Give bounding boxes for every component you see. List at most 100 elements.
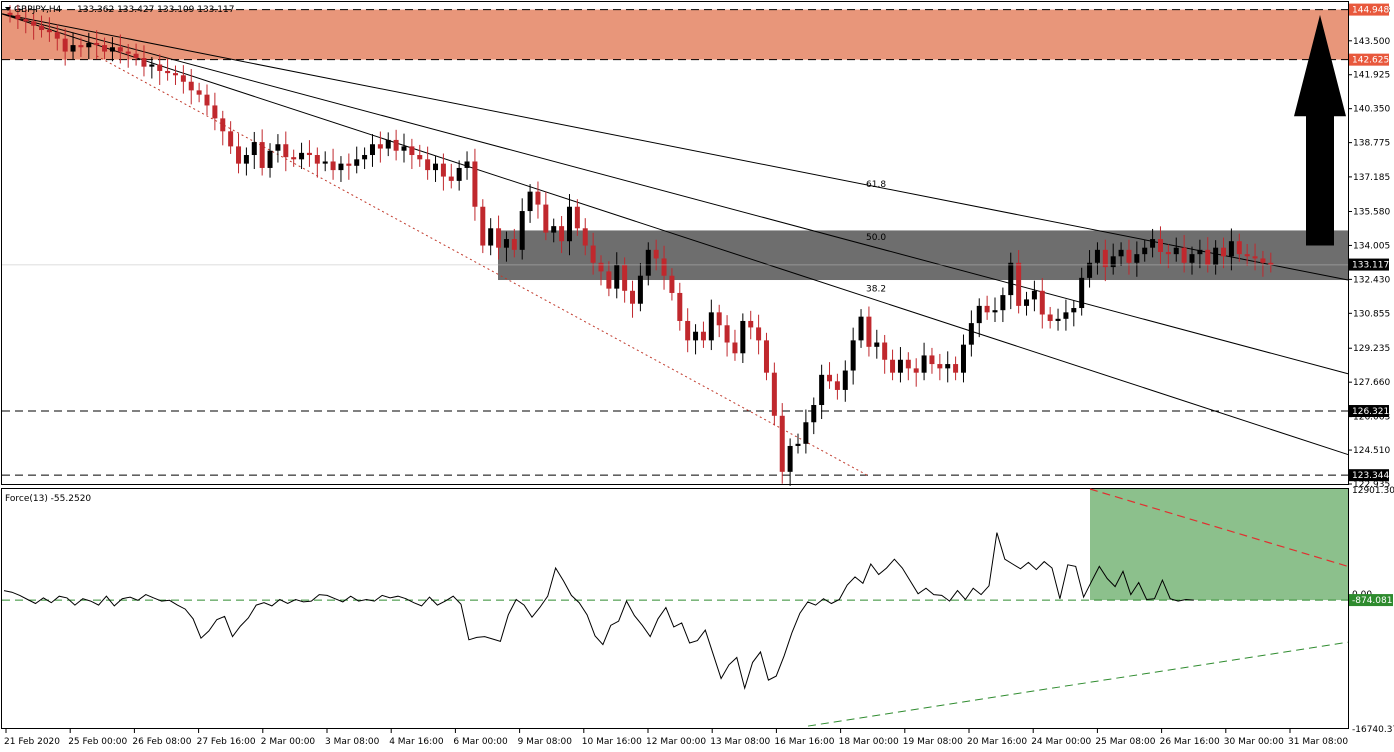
candle xyxy=(1063,299,1069,331)
candle-body xyxy=(1221,247,1227,257)
candle xyxy=(535,181,541,219)
price-tag-label: 126.321 xyxy=(1352,407,1389,417)
up-arrow-icon xyxy=(1294,14,1346,246)
candle xyxy=(401,133,407,163)
candle xyxy=(291,149,297,167)
candle-body xyxy=(1134,254,1140,263)
candle-body xyxy=(850,340,856,371)
candle xyxy=(850,327,856,385)
candle xyxy=(117,34,123,64)
candle xyxy=(196,82,202,103)
candle-body xyxy=(346,163,352,166)
candle xyxy=(582,218,588,256)
price-tag-label: 133.117 xyxy=(1352,261,1389,271)
candle xyxy=(905,352,911,381)
price-tick-label: 122.935 xyxy=(1353,480,1390,490)
candle-body xyxy=(243,155,249,164)
candle-body xyxy=(543,204,549,233)
candle xyxy=(732,329,738,361)
candle-body xyxy=(803,422,809,444)
candle-body xyxy=(1047,314,1053,321)
price-tag-bg xyxy=(1349,3,1389,16)
candle-body xyxy=(921,355,927,373)
candle-body xyxy=(23,19,29,22)
price-tag-bg xyxy=(1349,53,1389,66)
candle-body xyxy=(39,25,45,31)
time-tick-label: 25 Mar 08:00 xyxy=(1095,737,1155,747)
fib-fan-line-3 xyxy=(1,13,1349,456)
price-tick-label: 138.775 xyxy=(1353,139,1390,149)
candle xyxy=(763,332,769,381)
fib-label-50-0: 50.0 xyxy=(866,233,886,243)
candle-body xyxy=(574,206,580,229)
candle-body xyxy=(125,51,131,54)
candle xyxy=(1094,242,1100,275)
candle xyxy=(133,43,139,66)
candle xyxy=(472,148,478,221)
candle xyxy=(921,342,927,381)
candle-body xyxy=(46,30,52,33)
candle xyxy=(1102,239,1108,282)
candle-body xyxy=(62,38,68,52)
candle-body xyxy=(480,206,486,246)
price-tag-label: 142.625 xyxy=(1352,56,1389,66)
collapse-triangle-icon[interactable] xyxy=(5,7,11,11)
candle-body xyxy=(133,53,139,59)
candle xyxy=(456,160,462,191)
candle-body xyxy=(1268,262,1274,265)
candle xyxy=(937,353,943,381)
candle-body xyxy=(819,374,825,406)
candle-body xyxy=(94,42,100,46)
candle xyxy=(1244,244,1250,267)
candle-body xyxy=(937,364,943,369)
candle xyxy=(1252,243,1258,271)
candle xyxy=(275,134,281,163)
candle-body xyxy=(606,271,612,289)
candle xyxy=(165,58,171,81)
time-tick-label: 26 Feb 08:00 xyxy=(132,737,191,747)
candle-body xyxy=(1118,249,1124,257)
candle-body xyxy=(472,161,478,207)
force-support-line xyxy=(807,641,1349,727)
candle xyxy=(858,309,864,348)
candle xyxy=(503,231,509,262)
candle-body xyxy=(669,275,675,293)
candle xyxy=(1173,237,1179,262)
price-tick-label: 141.925 xyxy=(1353,71,1390,81)
candle xyxy=(1031,280,1037,312)
candle-body xyxy=(149,64,155,67)
price-tick-label: 126.063 xyxy=(1353,413,1390,423)
candle xyxy=(54,24,60,51)
candle xyxy=(393,129,399,161)
candle-body xyxy=(1000,295,1006,311)
candle xyxy=(771,362,777,426)
candle-body xyxy=(220,118,226,132)
candle-body xyxy=(693,331,699,341)
candle-body xyxy=(992,310,998,313)
candle xyxy=(204,84,210,116)
candle xyxy=(1260,250,1266,277)
force-tick-label: -16740.37 xyxy=(1352,725,1394,735)
trend-line-dotted xyxy=(96,55,870,477)
candle-body xyxy=(172,73,178,76)
candle-body xyxy=(165,70,171,74)
candle xyxy=(251,131,257,170)
symbol-label: GBPJPY,H4 xyxy=(14,5,62,15)
force-panel xyxy=(2,488,1349,727)
candle-body xyxy=(1181,247,1187,263)
candle-body xyxy=(157,64,163,71)
price-panel: 61.8 50.0 38.2 xyxy=(1,4,1349,486)
candle xyxy=(141,45,147,77)
candle xyxy=(960,334,966,383)
candle xyxy=(220,110,226,146)
candle xyxy=(409,138,415,170)
price-tick-label: 137.185 xyxy=(1353,173,1390,183)
fib-label-38-2: 38.2 xyxy=(866,285,886,295)
candle-body xyxy=(827,374,833,382)
candle-body xyxy=(1016,262,1022,306)
candle-body xyxy=(228,131,234,147)
candle-body xyxy=(984,305,990,313)
candle xyxy=(1079,267,1085,316)
candle-body xyxy=(842,370,848,390)
